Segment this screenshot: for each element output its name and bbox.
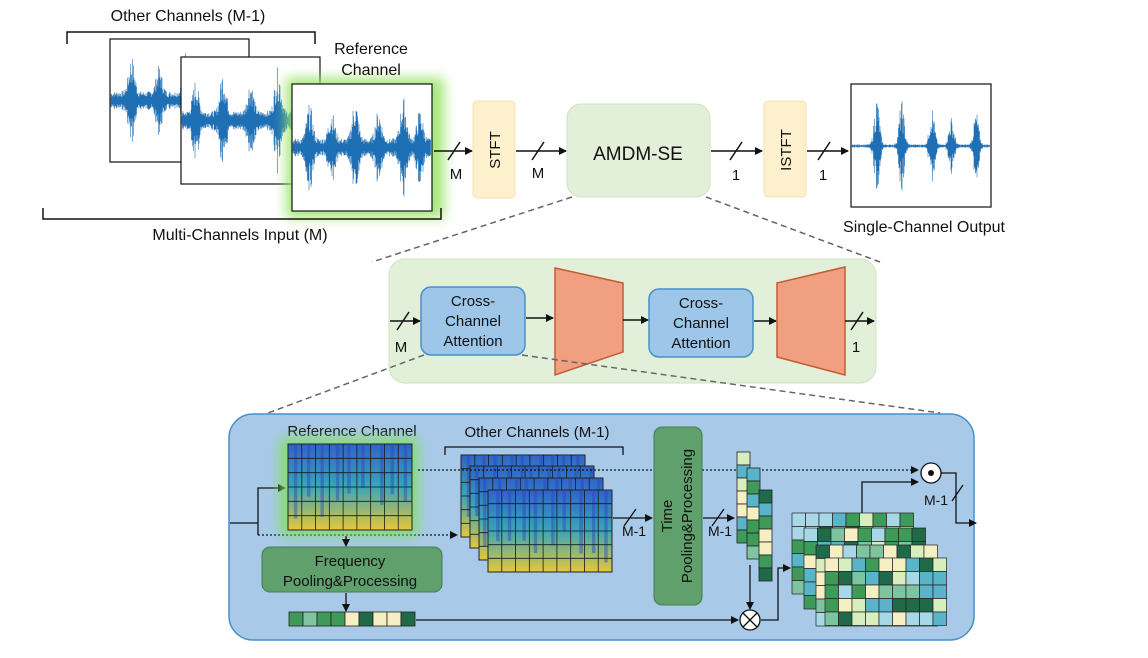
reference-channel-label-1: Reference: [334, 41, 408, 58]
frequency-pooling-line1: Frequency: [315, 553, 386, 570]
cross-channel-attention-box-1: [420, 286, 526, 356]
cca2-line2: Channel: [673, 315, 729, 332]
outer-product-node: [739, 609, 761, 631]
time-vector-stack: [736, 451, 773, 582]
frequency-vector: [288, 611, 416, 627]
arrow-attention-to-dot-product: [861, 478, 919, 513]
m1-label-b: M-1: [708, 523, 732, 539]
cca2-line1: Cross-: [679, 295, 723, 312]
stft-label: STFT: [487, 131, 504, 169]
encoder-trapezoid: [554, 267, 624, 377]
one-label-1: 1: [732, 167, 740, 184]
slash-mid-1: [396, 311, 410, 331]
frequency-pooling-box: [261, 546, 443, 593]
m-label-2: M: [532, 165, 545, 182]
amdm-se-label: AMDM-SE: [593, 144, 683, 165]
other-channels-bottom-bracket: [444, 446, 624, 455]
time-pooling-box: [653, 426, 703, 606]
single-channel-output-label: Single-Channel Output: [843, 219, 1005, 236]
slash-4: [817, 141, 831, 161]
frequency-pooling-line2: Pooling&Processing: [283, 573, 417, 590]
slash-bottom-3: [951, 484, 964, 502]
reference-waveform-panel: [286, 78, 444, 218]
arrow-multiply-to-attention-maps: [761, 564, 791, 621]
zoom-line-right-2: [521, 354, 941, 414]
slash-2: [531, 141, 545, 161]
slash-bottom-1: [623, 508, 637, 527]
cca1-line3: Attention: [443, 333, 502, 350]
one-label-2: 1: [819, 167, 827, 184]
istft-box: [763, 100, 807, 198]
m-label-1: M: [450, 166, 463, 183]
slash-3: [729, 141, 743, 161]
attention-map-stack: [791, 512, 947, 627]
slash-mid-2: [850, 311, 864, 331]
reference-channel-bottom-label: Reference Channel: [287, 423, 416, 440]
reference-spectrogram: [287, 443, 413, 531]
decoder-trapezoid: [776, 266, 846, 376]
other-channels-bottom-label: Other Channels (M-1): [464, 424, 609, 441]
m1-label-a: M-1: [622, 523, 646, 539]
cca1-line1: Cross-: [451, 293, 495, 310]
cca2-line3: Attention: [671, 335, 730, 352]
amdm-se-box: [566, 103, 711, 198]
waveform-signal-output: [851, 101, 990, 191]
dot-product-node: [920, 462, 942, 484]
waveform-signal-reference: [292, 98, 431, 197]
time-pooling-line2: Pooling&Processing: [679, 449, 696, 583]
other-channels-bracket: [66, 31, 316, 44]
multi-input-bracket: [42, 208, 442, 220]
other-channels-spectrogram-stack: [460, 454, 613, 573]
time-pooling-line1: Time: [659, 500, 676, 533]
output-waveform-panel: [850, 83, 992, 208]
zoom-line-right-1: [705, 196, 881, 263]
istft-label: ISTFT: [778, 129, 795, 171]
arrow-dot-product-output: [941, 472, 977, 527]
m1-label-c: M-1: [924, 492, 948, 508]
zoom-line-left-1: [371, 196, 573, 263]
one-label-mid: 1: [852, 339, 860, 356]
cross-channel-attention-box-2: [648, 288, 754, 358]
zoom-line-left-2: [267, 354, 425, 414]
slash-bottom-2: [711, 508, 725, 527]
stft-box: [472, 100, 516, 199]
m-label-mid: M: [395, 339, 408, 356]
slash-1: [447, 141, 461, 161]
other-channels-label: Other Channels (M-1): [111, 8, 266, 25]
cca1-line2: Channel: [445, 313, 501, 330]
reference-channel-label-2: Channel: [341, 62, 401, 79]
input-branch-to-reference: [257, 484, 286, 535]
multi-channels-input-label: Multi-Channels Input (M): [152, 227, 327, 244]
